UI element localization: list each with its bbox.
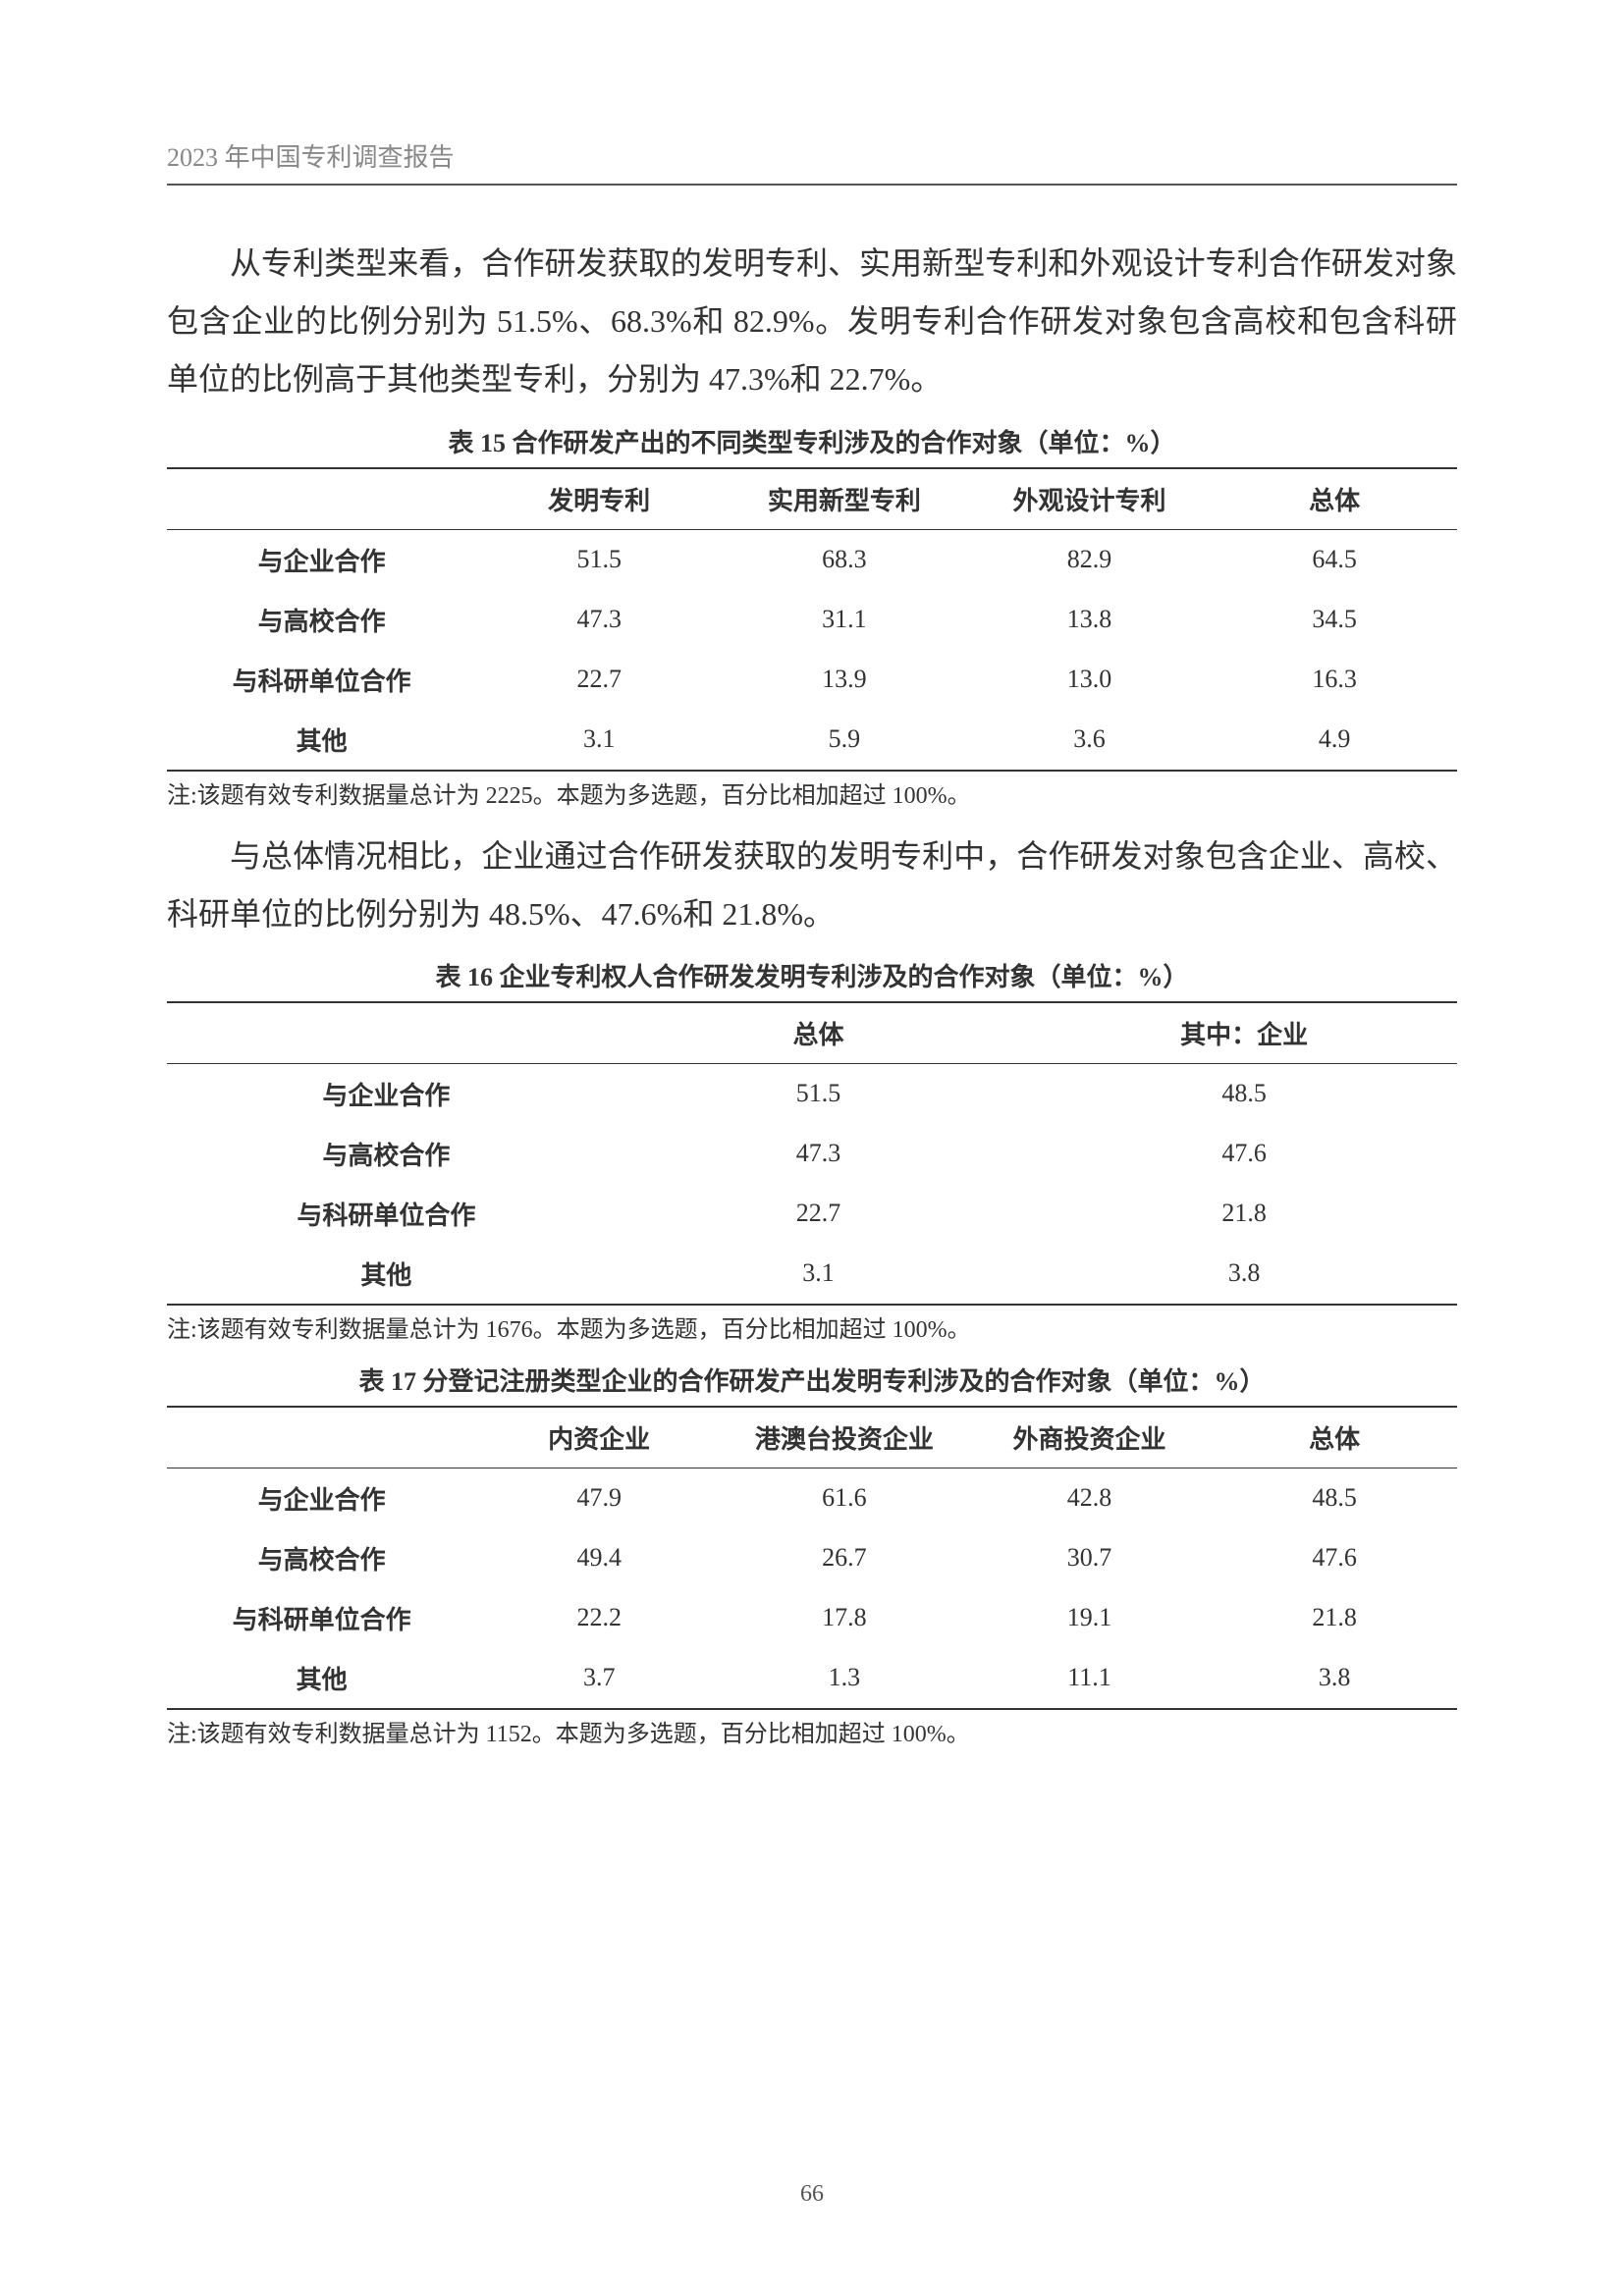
table17-r2c2: 17.8	[722, 1588, 967, 1648]
table17-h2: 港澳台投资企业	[722, 1407, 967, 1468]
table15-r0c2: 68.3	[722, 529, 967, 590]
table-row: 与企业合作 51.5 48.5	[167, 1063, 1457, 1124]
table17-r2c3: 19.1	[967, 1588, 1213, 1648]
table15-caption: 表 15 合作研发产出的不同类型专利涉及的合作对象（单位：%）	[167, 423, 1457, 459]
table17-r0c4: 48.5	[1212, 1468, 1457, 1528]
table15-r3c1: 3.1	[476, 710, 722, 771]
table16-r3c0: 其他	[167, 1244, 606, 1305]
table16-h2: 其中：企业	[1031, 1002, 1457, 1064]
table16-r2c0: 与科研单位合作	[167, 1184, 606, 1244]
table17-r0c3: 42.8	[967, 1468, 1213, 1528]
table15-r1c4: 34.5	[1212, 590, 1457, 650]
table17-caption: 表 17 分登记注册类型企业的合作研发产出发明专利涉及的合作对象（单位：%）	[167, 1362, 1457, 1398]
table16-r0c1: 51.5	[606, 1063, 1032, 1124]
table15-h1: 发明专利	[476, 468, 722, 530]
table15-r2c1: 22.7	[476, 650, 722, 710]
table17-r1c2: 26.7	[722, 1528, 967, 1588]
table15-r3c0: 其他	[167, 710, 476, 771]
table15-h3: 外观设计专利	[967, 468, 1213, 530]
table-row: 与企业合作 51.5 68.3 82.9 64.5	[167, 529, 1457, 590]
table16-r3c2: 3.8	[1031, 1244, 1457, 1305]
table15-r3c2: 5.9	[722, 710, 967, 771]
table17-h1: 内资企业	[476, 1407, 722, 1468]
table-row: 与科研单位合作 22.2 17.8 19.1 21.8	[167, 1588, 1457, 1648]
table15-r0c4: 64.5	[1212, 529, 1457, 590]
table16-r1c2: 47.6	[1031, 1124, 1457, 1184]
table-row: 其他 3.7 1.3 11.1 3.8	[167, 1648, 1457, 1709]
table17-h0	[167, 1407, 476, 1468]
table17-r1c3: 30.7	[967, 1528, 1213, 1588]
table15-r2c4: 16.3	[1212, 650, 1457, 710]
table17-h4: 总体	[1212, 1407, 1457, 1468]
table15-note: 注:该题有效专利数据量总计为 2225。本题为多选题，百分比相加超过 100%。	[167, 775, 1457, 810]
table-row: 与高校合作 49.4 26.7 30.7 47.6	[167, 1528, 1457, 1588]
table-row: 其他 3.1 5.9 3.6 4.9	[167, 710, 1457, 771]
table17-r1c4: 47.6	[1212, 1528, 1457, 1588]
page-header: 2023 年中国专利调查报告	[167, 137, 1457, 186]
table16-h0	[167, 1002, 606, 1064]
page-number: 66	[0, 2181, 1624, 2208]
table-row: 与科研单位合作 22.7 13.9 13.0 16.3	[167, 650, 1457, 710]
table15-r0c1: 51.5	[476, 529, 722, 590]
table16-r1c0: 与高校合作	[167, 1124, 606, 1184]
table17-note: 注:该题有效专利数据量总计为 1152。本题为多选题，百分比相加超过 100%。	[167, 1714, 1457, 1748]
table17-r0c1: 47.9	[476, 1468, 722, 1528]
table16-note: 注:该题有效专利数据量总计为 1676。本题为多选题，百分比相加超过 100%。	[167, 1309, 1457, 1344]
paragraph-1: 从专利类型来看，合作研发获取的发明专利、实用新型专利和外观设计专利合作研发对象包…	[167, 235, 1457, 409]
table16-r2c2: 21.8	[1031, 1184, 1457, 1244]
table15-r2c3: 13.0	[967, 650, 1213, 710]
table15-h2: 实用新型专利	[722, 468, 967, 530]
table17-r3c2: 1.3	[722, 1648, 967, 1709]
table17-h3: 外商投资企业	[967, 1407, 1213, 1468]
table15-h0	[167, 468, 476, 530]
table15-r0c0: 与企业合作	[167, 529, 476, 590]
table17-r3c0: 其他	[167, 1648, 476, 1709]
table16-r1c1: 47.3	[606, 1124, 1032, 1184]
table17-r0c2: 61.6	[722, 1468, 967, 1528]
table16-r0c0: 与企业合作	[167, 1063, 606, 1124]
table16-r3c1: 3.1	[606, 1244, 1032, 1305]
table15-r1c2: 31.1	[722, 590, 967, 650]
table15-r3c4: 4.9	[1212, 710, 1457, 771]
table17-r2c4: 21.8	[1212, 1588, 1457, 1648]
table15-r1c3: 13.8	[967, 590, 1213, 650]
table16-r0c2: 48.5	[1031, 1063, 1457, 1124]
table16-r2c1: 22.7	[606, 1184, 1032, 1244]
table15: 发明专利 实用新型专利 外观设计专利 总体 与企业合作 51.5 68.3 82…	[167, 467, 1457, 772]
table17-r1c1: 49.4	[476, 1528, 722, 1588]
table15-r1c0: 与高校合作	[167, 590, 476, 650]
table17: 内资企业 港澳台投资企业 外商投资企业 总体 与企业合作 47.9 61.6 4…	[167, 1406, 1457, 1710]
table15-r2c0: 与科研单位合作	[167, 650, 476, 710]
table16-h1: 总体	[606, 1002, 1032, 1064]
table15-header-row: 发明专利 实用新型专利 外观设计专利 总体	[167, 468, 1457, 530]
table-row: 与科研单位合作 22.7 21.8	[167, 1184, 1457, 1244]
table17-r3c4: 3.8	[1212, 1648, 1457, 1709]
table16: 总体 其中：企业 与企业合作 51.5 48.5 与高校合作 47.3 47.6…	[167, 1001, 1457, 1306]
table-row: 与高校合作 47.3 31.1 13.8 34.5	[167, 590, 1457, 650]
table-row: 与企业合作 47.9 61.6 42.8 48.5	[167, 1468, 1457, 1528]
table15-h4: 总体	[1212, 468, 1457, 530]
table16-caption: 表 16 企业专利权人合作研发发明专利涉及的合作对象（单位：%）	[167, 957, 1457, 993]
table17-header-row: 内资企业 港澳台投资企业 外商投资企业 总体	[167, 1407, 1457, 1468]
table17-r3c3: 11.1	[967, 1648, 1213, 1709]
table15-r2c2: 13.9	[722, 650, 967, 710]
table15-r0c3: 82.9	[967, 529, 1213, 590]
table16-header-row: 总体 其中：企业	[167, 1002, 1457, 1064]
table-row: 与高校合作 47.3 47.6	[167, 1124, 1457, 1184]
table17-r0c0: 与企业合作	[167, 1468, 476, 1528]
table15-r1c1: 47.3	[476, 590, 722, 650]
table17-r2c1: 22.2	[476, 1588, 722, 1648]
paragraph-2: 与总体情况相比，企业通过合作研发获取的发明专利中，合作研发对象包含企业、高校、科…	[167, 828, 1457, 943]
table17-r3c1: 3.7	[476, 1648, 722, 1709]
table17-r2c0: 与科研单位合作	[167, 1588, 476, 1648]
table17-r1c0: 与高校合作	[167, 1528, 476, 1588]
table-row: 其他 3.1 3.8	[167, 1244, 1457, 1305]
table15-r3c3: 3.6	[967, 710, 1213, 771]
